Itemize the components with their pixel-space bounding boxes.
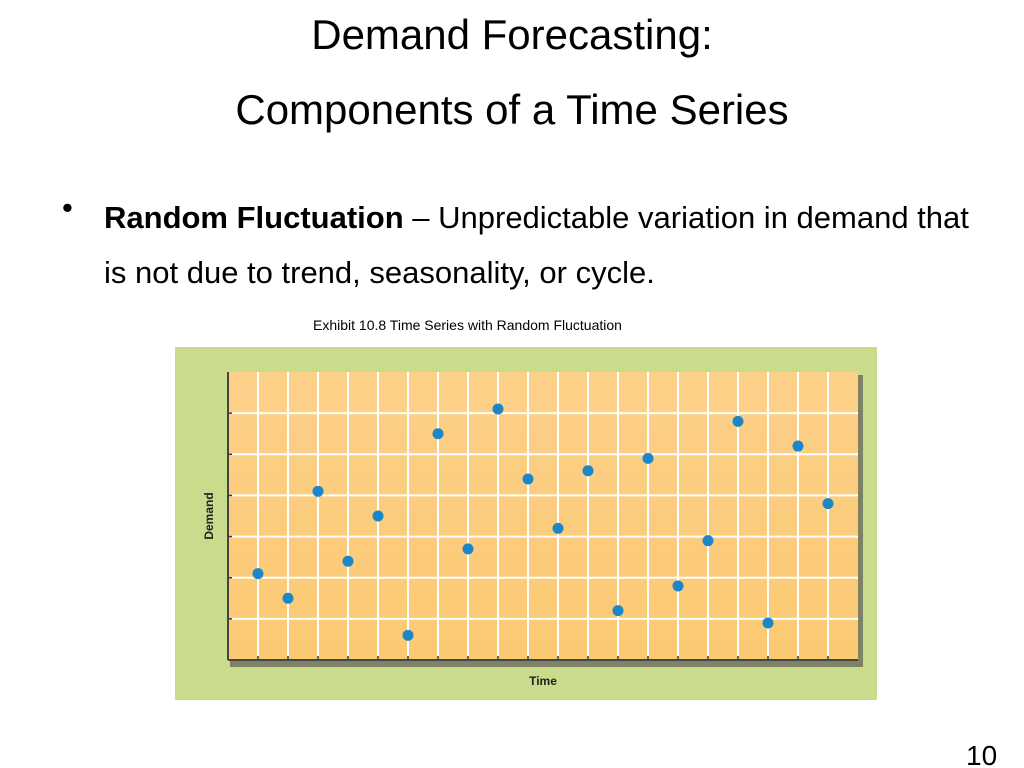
data-point (672, 580, 684, 592)
data-point (372, 510, 384, 522)
bullet-body: – Unpredictable variation in demand that… (104, 200, 969, 290)
data-point (342, 555, 354, 567)
data-point (822, 498, 834, 510)
data-point (252, 568, 264, 580)
data-point (552, 522, 564, 534)
data-point (642, 452, 654, 464)
page-number: 10 (966, 740, 998, 768)
plot-area (228, 372, 858, 660)
data-point (282, 592, 294, 604)
data-point (762, 617, 774, 629)
data-point (792, 440, 804, 452)
data-point (312, 485, 324, 497)
title-line: Components of a Time Series (235, 86, 789, 133)
data-point (732, 415, 744, 427)
bullet-term: Random Fluctuation (104, 200, 404, 235)
data-point (522, 473, 534, 485)
title-line: Demand Forecasting: (311, 11, 713, 58)
data-point (702, 535, 714, 547)
data-point (582, 465, 594, 477)
y-axis-label: Demand (202, 492, 216, 539)
bullet-dot: • (62, 190, 73, 225)
data-point (462, 543, 474, 555)
data-point (402, 629, 414, 641)
exhibit-caption: Exhibit 10.8 Time Series with Random Flu… (313, 317, 622, 333)
data-point (492, 403, 504, 415)
x-axis-label: Time (529, 674, 557, 688)
data-point (432, 428, 444, 440)
data-point (612, 605, 624, 617)
bullet-text: Random Fluctuation – Unpredictable varia… (104, 190, 984, 300)
